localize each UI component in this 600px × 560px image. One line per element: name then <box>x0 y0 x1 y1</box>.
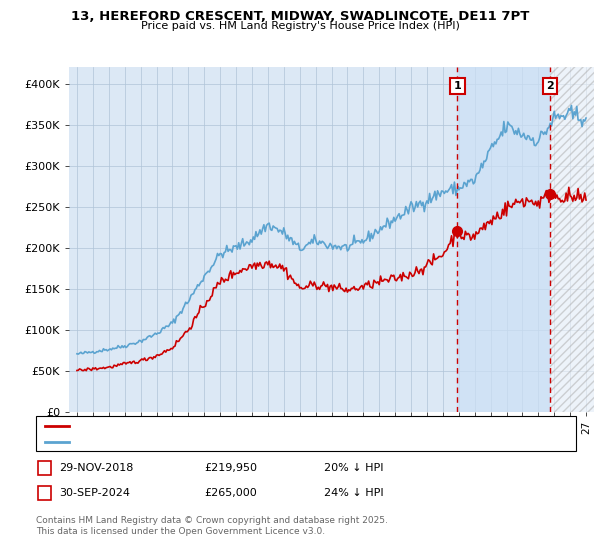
Text: 1: 1 <box>41 463 48 473</box>
Bar <box>550 67 594 412</box>
Text: 2: 2 <box>41 488 48 498</box>
Bar <box>550 67 594 412</box>
Text: 13, HEREFORD CRESCENT, MIDWAY, SWADLINCOTE, DE11 7PT (detached house): 13, HEREFORD CRESCENT, MIDWAY, SWADLINCO… <box>75 421 470 431</box>
Text: 20% ↓ HPI: 20% ↓ HPI <box>324 463 383 473</box>
Text: 13, HEREFORD CRESCENT, MIDWAY, SWADLINCOTE, DE11 7PT: 13, HEREFORD CRESCENT, MIDWAY, SWADLINCO… <box>71 10 529 23</box>
Text: 1: 1 <box>454 81 461 91</box>
Text: Price paid vs. HM Land Registry's House Price Index (HPI): Price paid vs. HM Land Registry's House … <box>140 21 460 31</box>
Text: 30-SEP-2024: 30-SEP-2024 <box>59 488 130 498</box>
Bar <box>457 67 550 412</box>
Text: HPI: Average price, detached house, South Derbyshire: HPI: Average price, detached house, Sout… <box>75 437 341 447</box>
Text: 29-NOV-2018: 29-NOV-2018 <box>59 463 133 473</box>
Text: 2: 2 <box>547 81 554 91</box>
Text: £265,000: £265,000 <box>204 488 257 498</box>
Text: Contains HM Land Registry data © Crown copyright and database right 2025.
This d: Contains HM Land Registry data © Crown c… <box>36 516 388 536</box>
Text: £219,950: £219,950 <box>204 463 257 473</box>
Text: 24% ↓ HPI: 24% ↓ HPI <box>324 488 383 498</box>
